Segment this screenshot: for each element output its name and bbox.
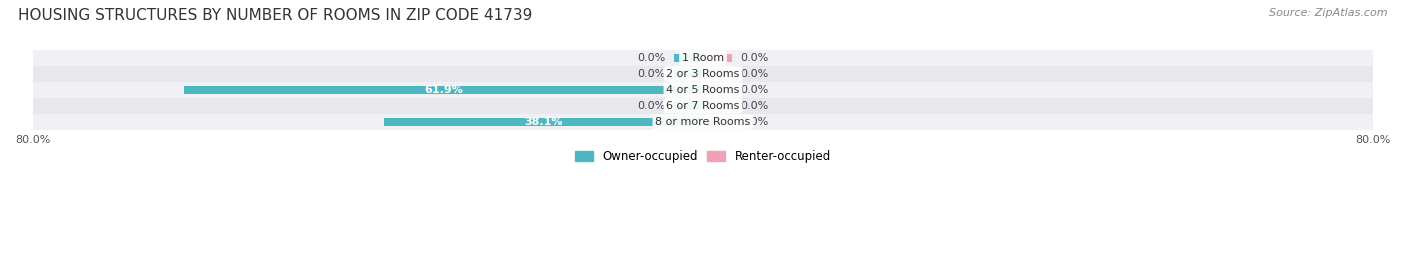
Bar xyxy=(384,118,703,126)
Bar xyxy=(32,98,1374,114)
Text: 0.0%: 0.0% xyxy=(741,53,769,63)
Text: 0.0%: 0.0% xyxy=(741,101,769,111)
Bar xyxy=(703,102,733,110)
Text: 8 or more Rooms: 8 or more Rooms xyxy=(655,117,751,127)
Text: Source: ZipAtlas.com: Source: ZipAtlas.com xyxy=(1270,8,1388,18)
Bar xyxy=(32,66,1374,82)
Bar xyxy=(32,114,1374,130)
Bar xyxy=(703,86,733,94)
Text: 1 Room: 1 Room xyxy=(682,53,724,63)
Text: HOUSING STRUCTURES BY NUMBER OF ROOMS IN ZIP CODE 41739: HOUSING STRUCTURES BY NUMBER OF ROOMS IN… xyxy=(18,8,533,23)
Bar xyxy=(184,86,703,94)
Legend: Owner-occupied, Renter-occupied: Owner-occupied, Renter-occupied xyxy=(571,146,835,168)
Bar xyxy=(673,54,703,62)
Text: 61.9%: 61.9% xyxy=(425,85,463,95)
Text: 0.0%: 0.0% xyxy=(741,85,769,95)
Text: 0.0%: 0.0% xyxy=(637,53,665,63)
Text: 38.1%: 38.1% xyxy=(524,117,562,127)
Text: 2 or 3 Rooms: 2 or 3 Rooms xyxy=(666,69,740,79)
Text: 0.0%: 0.0% xyxy=(741,117,769,127)
Bar xyxy=(703,54,733,62)
Bar xyxy=(673,102,703,110)
Text: 4 or 5 Rooms: 4 or 5 Rooms xyxy=(666,85,740,95)
Bar xyxy=(703,70,733,78)
Bar xyxy=(703,118,733,126)
Text: 0.0%: 0.0% xyxy=(741,69,769,79)
Text: 0.0%: 0.0% xyxy=(637,69,665,79)
Bar xyxy=(32,50,1374,66)
Bar xyxy=(673,70,703,78)
Text: 0.0%: 0.0% xyxy=(637,101,665,111)
Bar xyxy=(32,82,1374,98)
Text: 6 or 7 Rooms: 6 or 7 Rooms xyxy=(666,101,740,111)
